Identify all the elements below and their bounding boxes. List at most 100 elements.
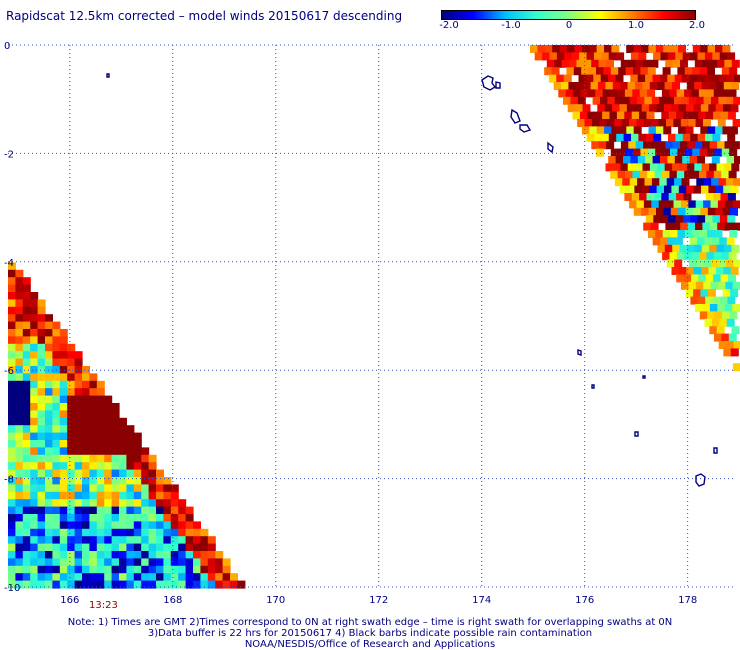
swath-cell-left (111, 491, 120, 500)
swath-cell-left (37, 462, 46, 471)
swath-cell-left (133, 477, 142, 485)
swath-cell-left (59, 484, 68, 493)
swath-cell-left (104, 484, 113, 493)
swath-cell-left (15, 477, 24, 485)
swath-cell-right (686, 185, 695, 194)
swath-cell-left (8, 410, 16, 419)
swath-cell-left (82, 380, 90, 389)
swath-cell-left (37, 299, 46, 308)
swath-cell-left (30, 543, 39, 552)
swath-cell-left (8, 299, 16, 308)
swath-cell-left (37, 306, 46, 315)
swath-cell-right (695, 222, 703, 231)
swath-cell-left (104, 551, 113, 559)
swath-cell-right (590, 82, 599, 90)
swath-cell-right (659, 74, 668, 83)
swath-cell-left (82, 543, 90, 552)
swath-cell-right (718, 178, 727, 187)
swath-cell-right (607, 96, 616, 105)
swath-cell-left (52, 336, 61, 345)
swath-cell-right (671, 104, 680, 113)
swath-cell-right (635, 59, 644, 68)
swath-cell-right (682, 52, 691, 61)
swath-cell-right (664, 163, 673, 172)
swath-cell-left (22, 425, 31, 434)
swath-cell-left (45, 499, 53, 508)
swath-cell-left (133, 558, 142, 567)
y-tick-label: -4 (4, 258, 14, 269)
swath-cell-right (620, 82, 629, 90)
swath-cell-right (727, 133, 736, 142)
swath-cell-left (45, 432, 53, 441)
swath-cell-left (45, 514, 53, 522)
swath-cell-left (215, 551, 224, 559)
swath-cell-right (692, 230, 701, 238)
swath-cell-right (675, 52, 684, 61)
swath-cell-left (59, 543, 68, 552)
swath-cell-left (89, 551, 98, 559)
colorbar-label-min: -2.0 (439, 20, 459, 31)
swath-cell-right (721, 170, 730, 179)
swath-cell-left (8, 565, 16, 574)
swath-cell-right (629, 178, 638, 187)
swath-cell-right (687, 222, 696, 231)
swath-cell-left (96, 528, 105, 537)
swath-cell-left (8, 536, 16, 545)
swath-cell-right (663, 104, 672, 113)
swath-cell-right (697, 133, 706, 142)
swath-cell-right (568, 82, 577, 90)
swath-cell-left (170, 536, 179, 545)
swath-cell-left (111, 514, 120, 522)
swath-cell-left (178, 514, 187, 522)
swath-cell-left (30, 528, 39, 537)
swath-time-label: 13:23 (89, 600, 118, 611)
swath-cell-left (111, 484, 120, 493)
swath-cell-left (74, 417, 83, 426)
swath-cell-left (59, 454, 68, 463)
swath-cell-right (645, 156, 654, 164)
swath-cell-right (723, 348, 732, 357)
swath-cell-left (8, 403, 16, 411)
swath-cell-right (673, 119, 682, 127)
swath-cell-left (126, 543, 135, 552)
swath-cell-left (193, 536, 201, 545)
swath-cell-left (30, 321, 39, 330)
swath-cell-left (67, 380, 76, 389)
swath-cell-right (551, 67, 560, 76)
swath-cell-left (22, 336, 31, 345)
swath-cell-left (52, 403, 61, 411)
swath-cell-right (716, 82, 725, 90)
swath-cell-left (22, 380, 31, 389)
swath-cell-right (676, 89, 685, 98)
y-tick-label: -6 (4, 366, 14, 377)
swath-cell-left (111, 417, 120, 426)
swath-cell-left (15, 462, 24, 471)
swath-cell-right (712, 215, 721, 224)
swath-cell-left (200, 528, 209, 537)
swath-cell-left (15, 388, 24, 397)
swath-cell-left (59, 358, 68, 367)
swath-cell-left (30, 551, 39, 559)
swath-cell-right (680, 141, 689, 150)
swath-cell-left (104, 521, 113, 530)
swath-cell-right (709, 163, 718, 172)
swath-cell-left (37, 514, 46, 522)
swath-cell-left (22, 462, 31, 471)
swath-cell-left (82, 366, 90, 374)
swath-cell-right (542, 52, 551, 61)
swath-cell-right (575, 104, 584, 113)
swath-cell-left (111, 447, 120, 456)
swath-cell-right (633, 45, 642, 53)
swath-cell-right (571, 52, 580, 61)
note-line-3: NOAA/NESDIS/Office of Research and Appli… (244, 639, 496, 650)
swath-cell-right (612, 104, 621, 113)
swath-cell-left (89, 440, 98, 448)
swath-cell-left (148, 536, 157, 545)
swath-cell-right (729, 148, 738, 157)
swath-cell-right (717, 222, 726, 231)
swath-cell-right (678, 267, 687, 275)
swath-cell-right (657, 82, 666, 90)
swath-cell-left (170, 491, 179, 500)
swath-cell-right (648, 45, 657, 53)
swath-cell-left (163, 514, 172, 522)
